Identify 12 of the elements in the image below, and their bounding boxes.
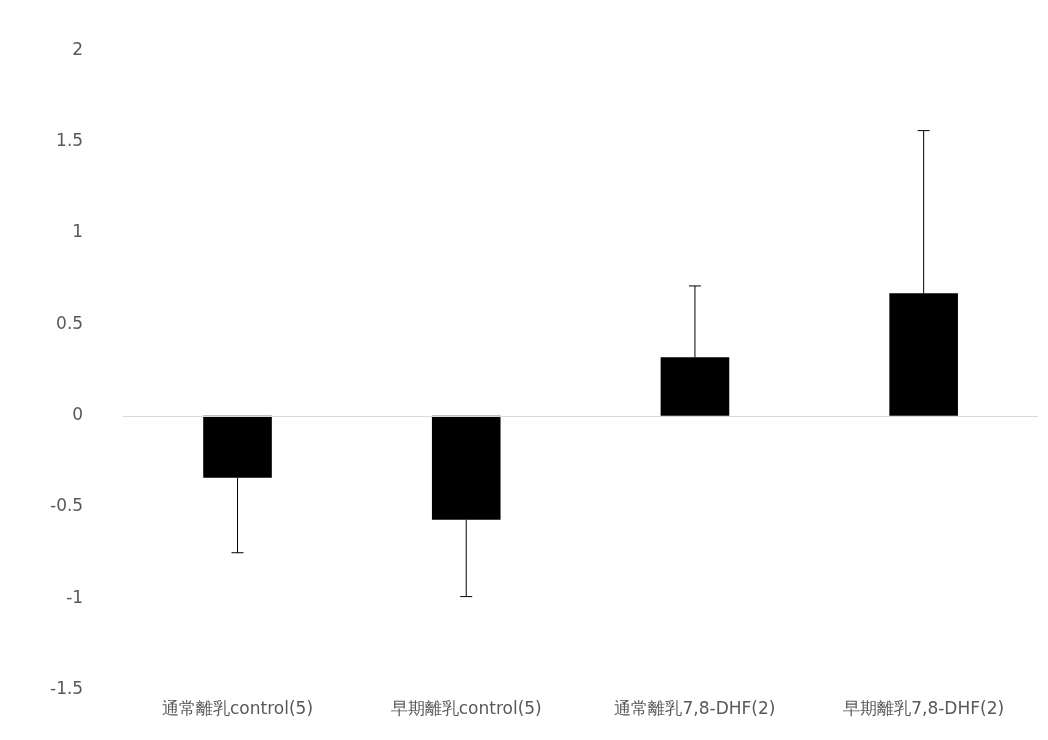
x-tick-label: 通常離乳control(5) (162, 698, 314, 719)
y-tick-label: -1 (66, 586, 84, 607)
x-tick-label: 早期離乳control(5) (390, 698, 542, 719)
y-tick-label: 0.5 (56, 312, 84, 333)
y-tick-label: 2 (72, 38, 84, 59)
y-tick-label: 1.5 (56, 129, 84, 150)
y-tick-label: -1.5 (50, 678, 84, 699)
y-tick-label: 0 (72, 404, 84, 425)
y-tick-label: -0.5 (50, 495, 84, 516)
x-tick-label: 通常離乳7,8-DHF(2) (614, 698, 776, 719)
y-tick-label: 1 (72, 221, 84, 242)
x-tick-label: 早期離乳7,8-DHF(2) (843, 698, 1005, 719)
